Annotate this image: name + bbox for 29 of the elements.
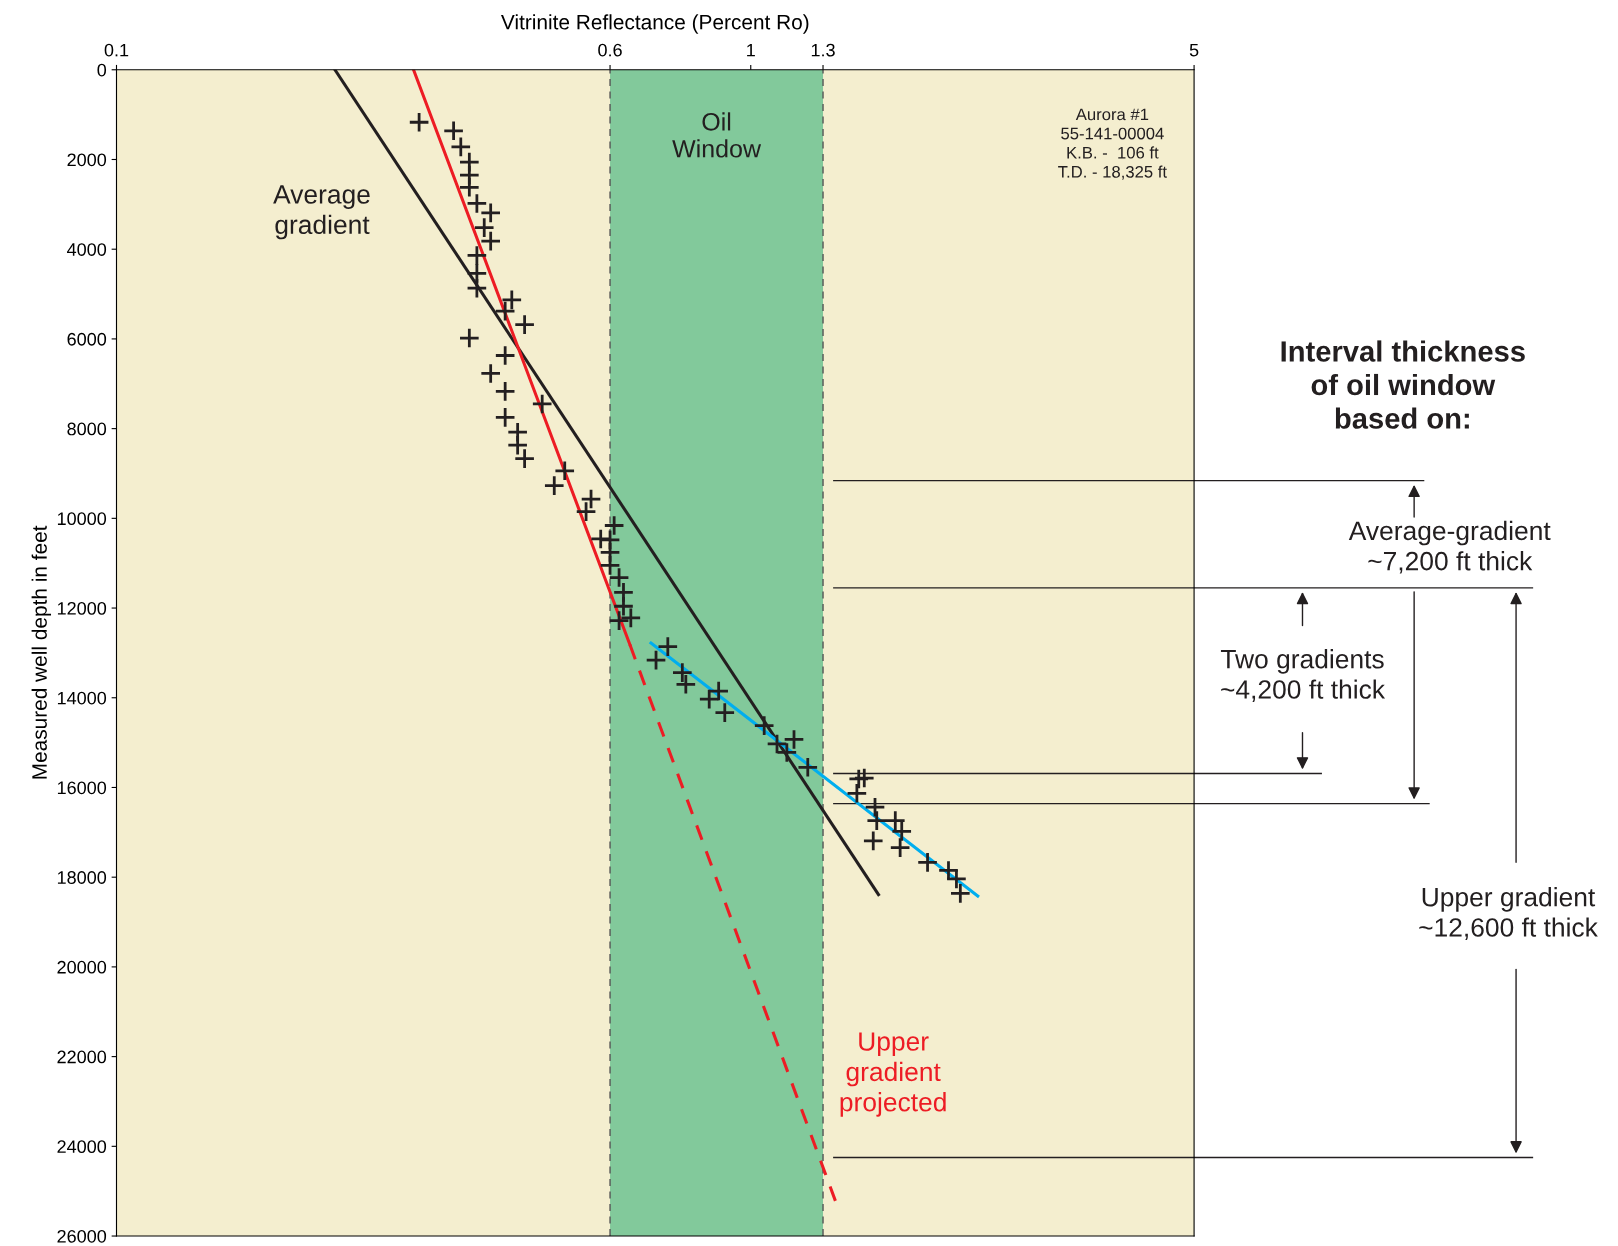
y-tick-label: 0 xyxy=(97,63,107,77)
band-label: Oil Window xyxy=(672,112,762,158)
y-tick-label: 2000 xyxy=(67,153,107,167)
y-tick-label: 14000 xyxy=(57,691,107,705)
x-tick-label: 1.3 xyxy=(811,43,835,57)
x-tick-label: 0.6 xyxy=(598,43,622,57)
y-tick-label: 16000 xyxy=(57,781,107,795)
annotation: Aurora #1 55-141-00004 K.B. - 106 ft T.D. - 18,325 ft xyxy=(1058,108,1167,180)
text: Two gradients ~4,200 ft thick xyxy=(1220,649,1386,702)
x-tick-label: 1 xyxy=(747,43,755,57)
y-tick-label: 20000 xyxy=(57,960,107,974)
y-tick-label: 8000 xyxy=(67,422,107,436)
text: Upper gradient ~12,600 ft thick xyxy=(1419,887,1598,940)
y-tick-label: 18000 xyxy=(57,871,107,884)
x-tick-label: 0.1 xyxy=(104,43,129,57)
y-axis-title: Measured well depth in feet xyxy=(31,525,52,779)
y-tick-label: 10000 xyxy=(57,512,107,526)
y-tick-label: 4000 xyxy=(67,243,107,256)
y-tick-label: 26000 xyxy=(57,1229,107,1243)
text: Average-gradient ~7,200 ft thick xyxy=(1348,520,1551,574)
x-axis-title: Vitrinite Reflectance (Percent Ro) xyxy=(500,14,809,34)
x-tick-label: 5 xyxy=(1189,43,1199,57)
annotation: Upper gradient projected xyxy=(840,1032,946,1117)
y-tick-label: 6000 xyxy=(67,332,107,346)
annotation: Average gradient xyxy=(273,185,370,240)
text: Interval thickness of oil window based on: xyxy=(1281,340,1525,429)
y-tick-label: 24000 xyxy=(57,1140,107,1154)
y-tick-label: 12000 xyxy=(57,601,107,615)
y-tick-label: 22000 xyxy=(57,1050,107,1064)
